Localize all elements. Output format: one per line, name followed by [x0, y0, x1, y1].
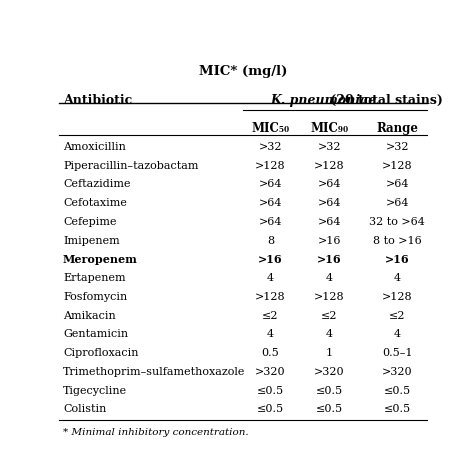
Text: MIC* (mg/l): MIC* (mg/l)	[199, 65, 287, 78]
Text: Range: Range	[376, 122, 418, 135]
Text: ≤0.5: ≤0.5	[316, 404, 343, 414]
Text: Trimethoprim–sulfamethoxazole: Trimethoprim–sulfamethoxazole	[63, 367, 246, 377]
Text: Fosfomycin: Fosfomycin	[63, 292, 127, 302]
Text: >64: >64	[318, 179, 341, 190]
Text: >128: >128	[382, 292, 412, 302]
Text: >32: >32	[259, 142, 282, 152]
Text: >128: >128	[314, 161, 345, 171]
Text: 4: 4	[393, 329, 401, 339]
Text: >320: >320	[314, 367, 345, 377]
Text: 0.5: 0.5	[262, 348, 279, 358]
Text: Amikacin: Amikacin	[63, 311, 116, 321]
Text: >16: >16	[385, 255, 410, 265]
Text: >128: >128	[255, 161, 286, 171]
Text: 1: 1	[326, 348, 333, 358]
Text: K. pneumoniae: K. pneumoniae	[271, 94, 377, 107]
Text: 4: 4	[267, 273, 274, 283]
Text: ≤0.5: ≤0.5	[257, 404, 284, 414]
Text: >128: >128	[382, 161, 412, 171]
Text: ≤0.5: ≤0.5	[383, 404, 411, 414]
Text: >128: >128	[255, 292, 286, 302]
Text: >64: >64	[259, 179, 282, 190]
Text: Meropenem: Meropenem	[63, 255, 138, 265]
Text: * Minimal inhibitory concentration.: * Minimal inhibitory concentration.	[63, 428, 248, 437]
Text: >64: >64	[385, 198, 409, 208]
Text: (20 total stains): (20 total stains)	[326, 94, 443, 107]
Text: >64: >64	[259, 198, 282, 208]
Text: Cefotaxime: Cefotaxime	[63, 198, 127, 208]
Text: >32: >32	[385, 142, 409, 152]
Text: 4: 4	[326, 329, 333, 339]
Text: >128: >128	[314, 292, 345, 302]
Text: Gentamicin: Gentamicin	[63, 329, 128, 339]
Text: Antibiotic: Antibiotic	[63, 94, 132, 107]
Text: >320: >320	[255, 367, 286, 377]
Text: 32 to >64: 32 to >64	[369, 217, 425, 227]
Text: Colistin: Colistin	[63, 404, 106, 414]
Text: 8: 8	[267, 235, 274, 246]
Text: >64: >64	[318, 217, 341, 227]
Text: >64: >64	[385, 179, 409, 190]
Text: >320: >320	[382, 367, 412, 377]
Text: >64: >64	[318, 198, 341, 208]
Text: ≤2: ≤2	[262, 311, 279, 321]
Text: >16: >16	[317, 255, 342, 265]
Text: ≤0.5: ≤0.5	[383, 386, 411, 395]
Text: MIC₉₀: MIC₉₀	[310, 122, 348, 135]
Text: Piperacillin–tazobactam: Piperacillin–tazobactam	[63, 161, 199, 171]
Text: 8 to >16: 8 to >16	[373, 235, 421, 246]
Text: Ertapenem: Ertapenem	[63, 273, 126, 283]
Text: >64: >64	[259, 217, 282, 227]
Text: MIC₅₀: MIC₅₀	[251, 122, 290, 135]
Text: >16: >16	[258, 255, 283, 265]
Text: Imipenem: Imipenem	[63, 235, 119, 246]
Text: Cefepime: Cefepime	[63, 217, 117, 227]
Text: >16: >16	[318, 235, 341, 246]
Text: Ceftazidime: Ceftazidime	[63, 179, 130, 190]
Text: ≤0.5: ≤0.5	[257, 386, 284, 395]
Text: ≤2: ≤2	[389, 311, 405, 321]
Text: 4: 4	[393, 273, 401, 283]
Text: Ciprofloxacin: Ciprofloxacin	[63, 348, 138, 358]
Text: >32: >32	[318, 142, 341, 152]
Text: Tigecycline: Tigecycline	[63, 386, 127, 395]
Text: ≤2: ≤2	[321, 311, 337, 321]
Text: 4: 4	[267, 329, 274, 339]
Text: Amoxicillin: Amoxicillin	[63, 142, 126, 152]
Text: ≤0.5: ≤0.5	[316, 386, 343, 395]
Text: 0.5–1: 0.5–1	[382, 348, 412, 358]
Text: 4: 4	[326, 273, 333, 283]
